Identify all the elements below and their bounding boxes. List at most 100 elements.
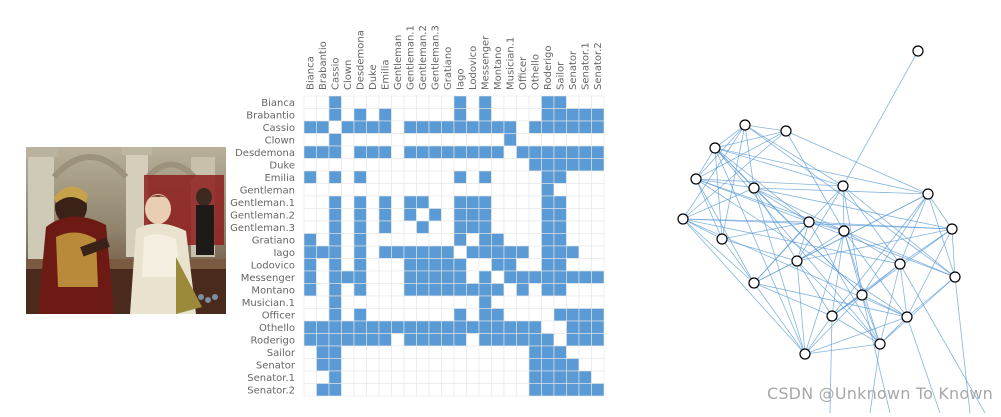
matrix-cell: [378, 245, 392, 259]
network-edge: [843, 230, 901, 265]
network-edge: [906, 228, 953, 318]
matrix-cell: [553, 108, 567, 122]
matrix-cell: [503, 345, 517, 359]
matrix-cell: [403, 158, 417, 172]
matrix-column-label: Lodovico: [468, 46, 479, 90]
network-edge: [753, 282, 833, 317]
matrix-cell: [366, 345, 380, 359]
matrix-column-label: Montano: [493, 46, 504, 90]
matrix-cell: [478, 233, 492, 247]
network-edge: [721, 238, 755, 284]
network-edge: [843, 230, 956, 278]
matrix-cell: [303, 133, 317, 147]
matrix-cell: [466, 220, 480, 234]
matrix-cell: [578, 358, 592, 372]
matrix-cell: [466, 183, 480, 197]
matrix-cell: [591, 233, 605, 247]
network-edge: [842, 50, 919, 187]
matrix-cell: [528, 245, 542, 259]
matrix-cell: [578, 170, 592, 184]
network-node: [949, 271, 961, 283]
adjacency-matrix: Bianca Brabantio Cassio Clown Desdemona Duke E…: [230, 0, 610, 413]
matrix-cell: [453, 158, 467, 172]
matrix-cell: [353, 320, 367, 334]
matrix-cell: [528, 195, 542, 209]
matrix-cell: [541, 183, 555, 197]
matrix-cell: [566, 120, 580, 134]
matrix-cell: [516, 108, 530, 122]
matrix-cell: [378, 358, 392, 372]
matrix-cell: [341, 245, 355, 259]
matrix-cell: [591, 170, 605, 184]
matrix-cell: [328, 320, 342, 334]
network-edge: [869, 343, 881, 414]
matrix-cell: [466, 358, 480, 372]
matrix-cell: [353, 183, 367, 197]
matrix-cell: [466, 133, 480, 147]
matrix-cell: [378, 208, 392, 222]
matrix-cell: [491, 370, 505, 384]
matrix-cell: [366, 245, 380, 259]
matrix-cell: [578, 258, 592, 272]
network-edge: [804, 315, 833, 355]
matrix-cell: [441, 283, 455, 297]
matrix-cell: [366, 208, 380, 222]
matrix-cell: [541, 220, 555, 234]
matrix-cell: [428, 120, 442, 134]
matrix-column-label: Sailor: [555, 61, 566, 90]
network-edge: [796, 260, 806, 355]
network-edge: [879, 263, 901, 345]
matrix-column-label: Iago: [455, 68, 466, 90]
matrix-cell: [316, 370, 330, 384]
matrix-cell: [541, 120, 555, 134]
matrix-cell: [403, 320, 417, 334]
matrix-cell: [391, 170, 405, 184]
network-edge: [899, 263, 986, 414]
matrix-cell: [353, 170, 367, 184]
network-graph: [640, 0, 1001, 414]
network-edge: [695, 178, 723, 240]
network-edge: [899, 263, 908, 318]
matrix-cell: [328, 170, 342, 184]
matrix-cell: [441, 133, 455, 147]
matrix-cell: [316, 233, 330, 247]
matrix-cell: [441, 120, 455, 134]
matrix-cell: [366, 108, 380, 122]
network-edge: [695, 178, 908, 318]
matrix-column-label: Senator.2: [593, 42, 604, 90]
matrix-cell: [478, 370, 492, 384]
matrix-cell: [316, 120, 330, 134]
matrix-cell: [503, 170, 517, 184]
matrix-cell: [328, 208, 342, 222]
matrix-cell: [516, 358, 530, 372]
network-edge: [714, 147, 929, 195]
matrix-cell: [466, 295, 480, 309]
matrix-cell: [503, 233, 517, 247]
network-edge: [682, 218, 755, 284]
matrix-cell: [578, 245, 592, 259]
matrix-cell: [353, 95, 367, 109]
network-edge: [753, 187, 810, 223]
matrix-cell: [391, 245, 405, 259]
network-edge: [785, 130, 929, 195]
matrix-cell: [391, 308, 405, 322]
network-node: [690, 173, 702, 185]
matrix-cell: [416, 108, 430, 122]
matrix-cell: [566, 333, 580, 347]
matrix-cell: [528, 133, 542, 147]
matrix-cell: [491, 95, 505, 109]
network-node: [826, 310, 838, 322]
matrix-cell: [466, 208, 480, 222]
matrix-cell: [303, 233, 317, 247]
matrix-cell: [453, 295, 467, 309]
matrix-cell: [553, 383, 567, 397]
matrix-cell: [303, 270, 317, 284]
matrix-cell: [328, 158, 342, 172]
network-node: [874, 338, 886, 350]
matrix-cell: [378, 295, 392, 309]
matrix-row-label: Bianca: [261, 98, 295, 109]
network-node: [922, 188, 934, 200]
matrix-cell: [528, 383, 542, 397]
matrix-cell: [428, 158, 442, 172]
matrix-cell: [591, 333, 605, 347]
